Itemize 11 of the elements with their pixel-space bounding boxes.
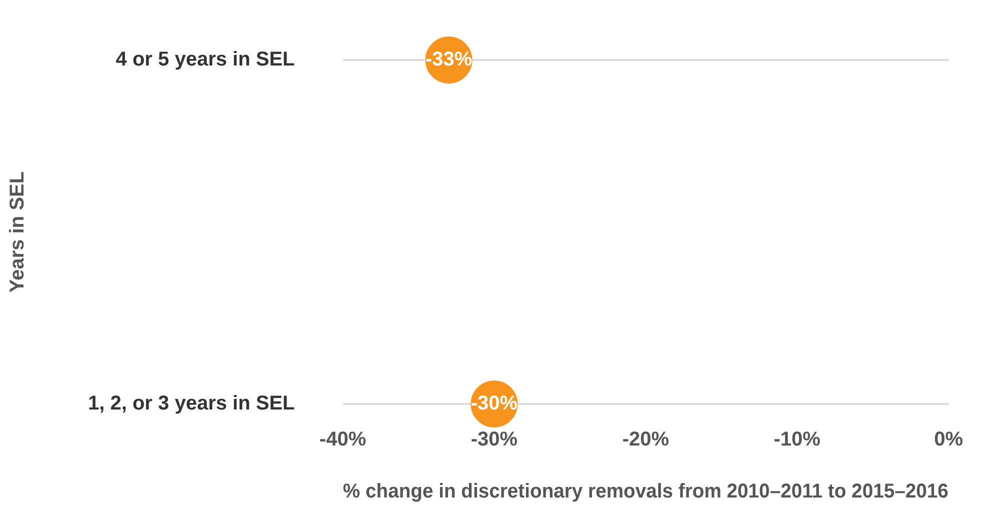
x-tick-label: -10% (774, 428, 821, 451)
x-axis-title: % change in discretionary removals from 2010–2011 to 2015–2016 (342, 480, 948, 503)
y-tick-label: 1, 2, or 3 years in SEL (88, 392, 295, 415)
x-tick-label: -30% (470, 428, 518, 451)
data-label: -33% (425, 48, 472, 71)
x-tick-label: 0% (934, 428, 964, 451)
data-label: -30% (470, 392, 518, 415)
y-axis-title: Years in SEL (6, 171, 29, 293)
x-tick-label: -20% (622, 428, 670, 451)
x-tick-label: -40% (319, 428, 366, 451)
y-tick-label: 4 or 5 years in SEL (116, 48, 295, 71)
